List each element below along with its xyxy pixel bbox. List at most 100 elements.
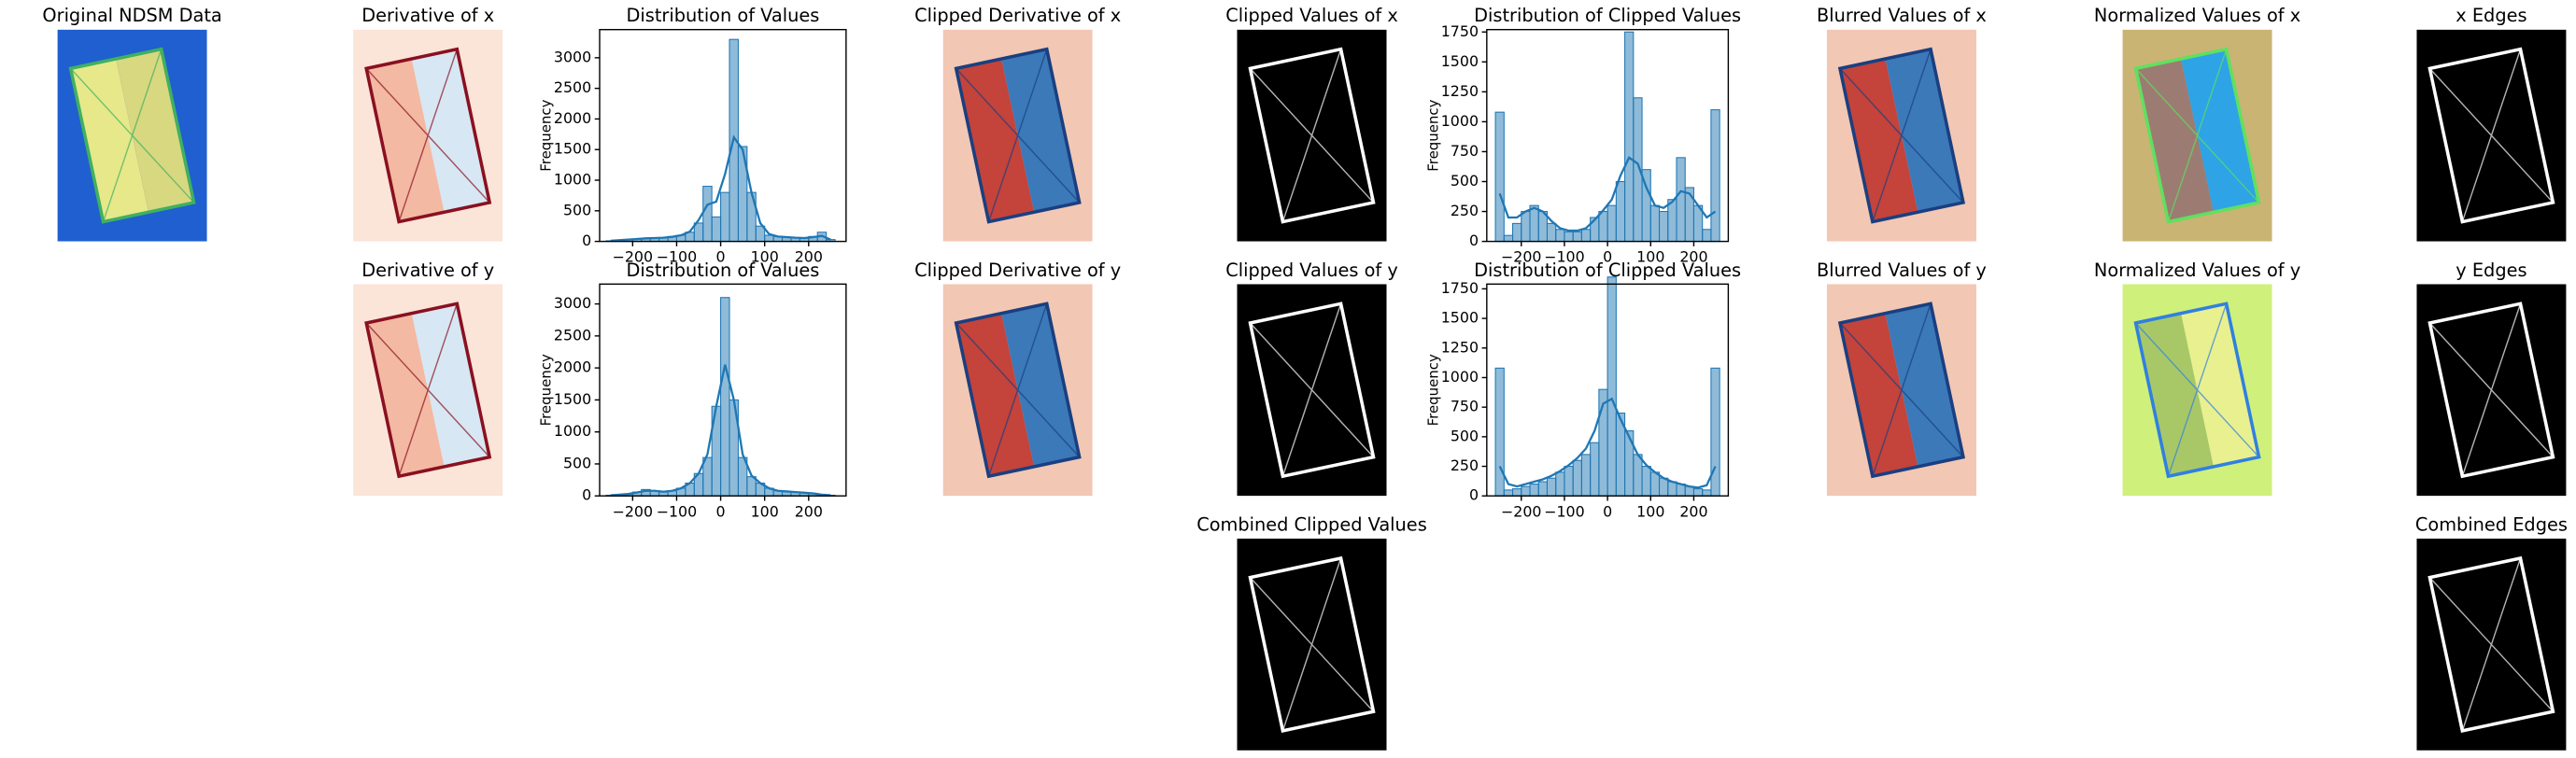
- ridge: [2428, 303, 2554, 477]
- building-edge: [364, 302, 492, 479]
- y-tick-label: 1500: [554, 140, 591, 158]
- building: [954, 302, 1082, 479]
- bar: [702, 186, 713, 243]
- bar: [746, 476, 757, 497]
- panel-title: Combined Edges: [2415, 513, 2568, 535]
- kde-line: [1498, 397, 1717, 489]
- building-right: [1885, 303, 1963, 467]
- panel-title: Clipped Values of x: [1225, 5, 1398, 26]
- bar: [1521, 211, 1531, 243]
- y-tick-label: 1250: [1441, 82, 1479, 100]
- x-tick-label: 0: [716, 248, 726, 266]
- building-left: [1839, 313, 1918, 477]
- bar: [1702, 229, 1712, 243]
- ridge: [1249, 557, 1375, 732]
- bar: [1572, 459, 1582, 497]
- building-edge: [2427, 302, 2555, 479]
- panel-title: Clipped Derivative of x: [914, 5, 1121, 26]
- image: [2416, 538, 2567, 751]
- ridge: [1839, 303, 1964, 477]
- image: [57, 29, 207, 242]
- x-tick-label: −200: [1501, 502, 1541, 520]
- building-left: [1839, 59, 1918, 222]
- bar: [1658, 211, 1669, 243]
- ridge: [2135, 303, 2260, 477]
- bar: [1555, 471, 1565, 497]
- building-right: [2474, 557, 2554, 722]
- building-left: [2135, 59, 2215, 222]
- panel-title: Distribution of Clipped Values: [1474, 260, 1741, 281]
- building-left: [1250, 568, 1328, 731]
- x-tick-label: −100: [657, 248, 697, 266]
- building-right: [1885, 49, 1963, 213]
- x-tick-label: −100: [1544, 502, 1584, 520]
- bar: [1710, 109, 1720, 243]
- kde-line: [610, 134, 831, 243]
- y-axis-label: Frequency: [1425, 354, 1442, 426]
- bar: [1564, 466, 1574, 497]
- bar: [1580, 454, 1592, 497]
- bar: [1529, 204, 1539, 243]
- y-tick-label: 1500: [1441, 309, 1479, 327]
- y-tick-label: 1750: [1441, 279, 1479, 297]
- bar: [1537, 481, 1548, 497]
- panel-title: Combined Clipped Values: [1196, 513, 1427, 535]
- building-right: [1295, 303, 1374, 467]
- ridge: [1249, 303, 1375, 477]
- building: [1837, 302, 1966, 479]
- y-tick-label: 500: [1451, 172, 1479, 190]
- y-tick-label: 750: [1451, 398, 1479, 415]
- bar: [1546, 477, 1557, 497]
- image: [1826, 29, 1976, 242]
- x-tick-label: −200: [613, 502, 653, 520]
- x-tick-label: −200: [1501, 248, 1541, 266]
- x-tick-label: 200: [1679, 502, 1707, 520]
- y-tick-label: 500: [563, 454, 591, 471]
- panel-title: Original NDSM Data: [42, 5, 221, 26]
- y-axis-label: Frequency: [538, 354, 555, 426]
- y-tick-label: 500: [563, 201, 591, 218]
- y-tick-label: 0: [1469, 486, 1479, 504]
- y-tick-label: 1000: [1441, 368, 1479, 386]
- building-edge: [954, 302, 1082, 479]
- x-tick-label: 200: [795, 248, 823, 266]
- bar: [1580, 229, 1592, 243]
- building: [954, 47, 1082, 224]
- bar: [1606, 276, 1617, 497]
- bar: [720, 297, 730, 497]
- building-left: [2429, 313, 2508, 477]
- building-right: [1295, 49, 1374, 213]
- building-right: [116, 49, 194, 213]
- bar: [1572, 231, 1582, 243]
- ridge: [1839, 49, 1964, 222]
- x-tick-label: −200: [613, 248, 653, 266]
- x-tick-label: 0: [1603, 502, 1612, 520]
- axes-frame: [599, 283, 847, 497]
- bar: [1667, 481, 1677, 497]
- bar: [1710, 367, 1720, 497]
- x-tick-label: 0: [716, 502, 726, 520]
- x-tick-label: −100: [1544, 248, 1584, 266]
- panel-title: Distribution of Values: [627, 5, 820, 26]
- building-edge: [1837, 47, 1966, 224]
- y-tick-label: 1000: [1441, 112, 1479, 130]
- building-edge: [954, 47, 1082, 224]
- panel-title: Clipped Derivative of y: [914, 260, 1121, 281]
- building-right: [2181, 49, 2259, 213]
- bar: [1503, 489, 1514, 497]
- building-left: [366, 313, 445, 477]
- ridge: [2428, 557, 2554, 732]
- building-right: [2181, 303, 2259, 467]
- bar: [1633, 454, 1643, 497]
- bar: [1702, 489, 1712, 497]
- bar: [1529, 484, 1539, 497]
- image: [2416, 284, 2567, 497]
- building-left: [955, 313, 1035, 477]
- building: [2427, 555, 2555, 733]
- building: [1837, 47, 1966, 224]
- building-right: [1001, 303, 1080, 467]
- panel-title: Normalized Values of y: [2094, 260, 2300, 281]
- image: [353, 284, 503, 497]
- x-tick-label: 100: [751, 248, 779, 266]
- building-right: [1295, 557, 1374, 722]
